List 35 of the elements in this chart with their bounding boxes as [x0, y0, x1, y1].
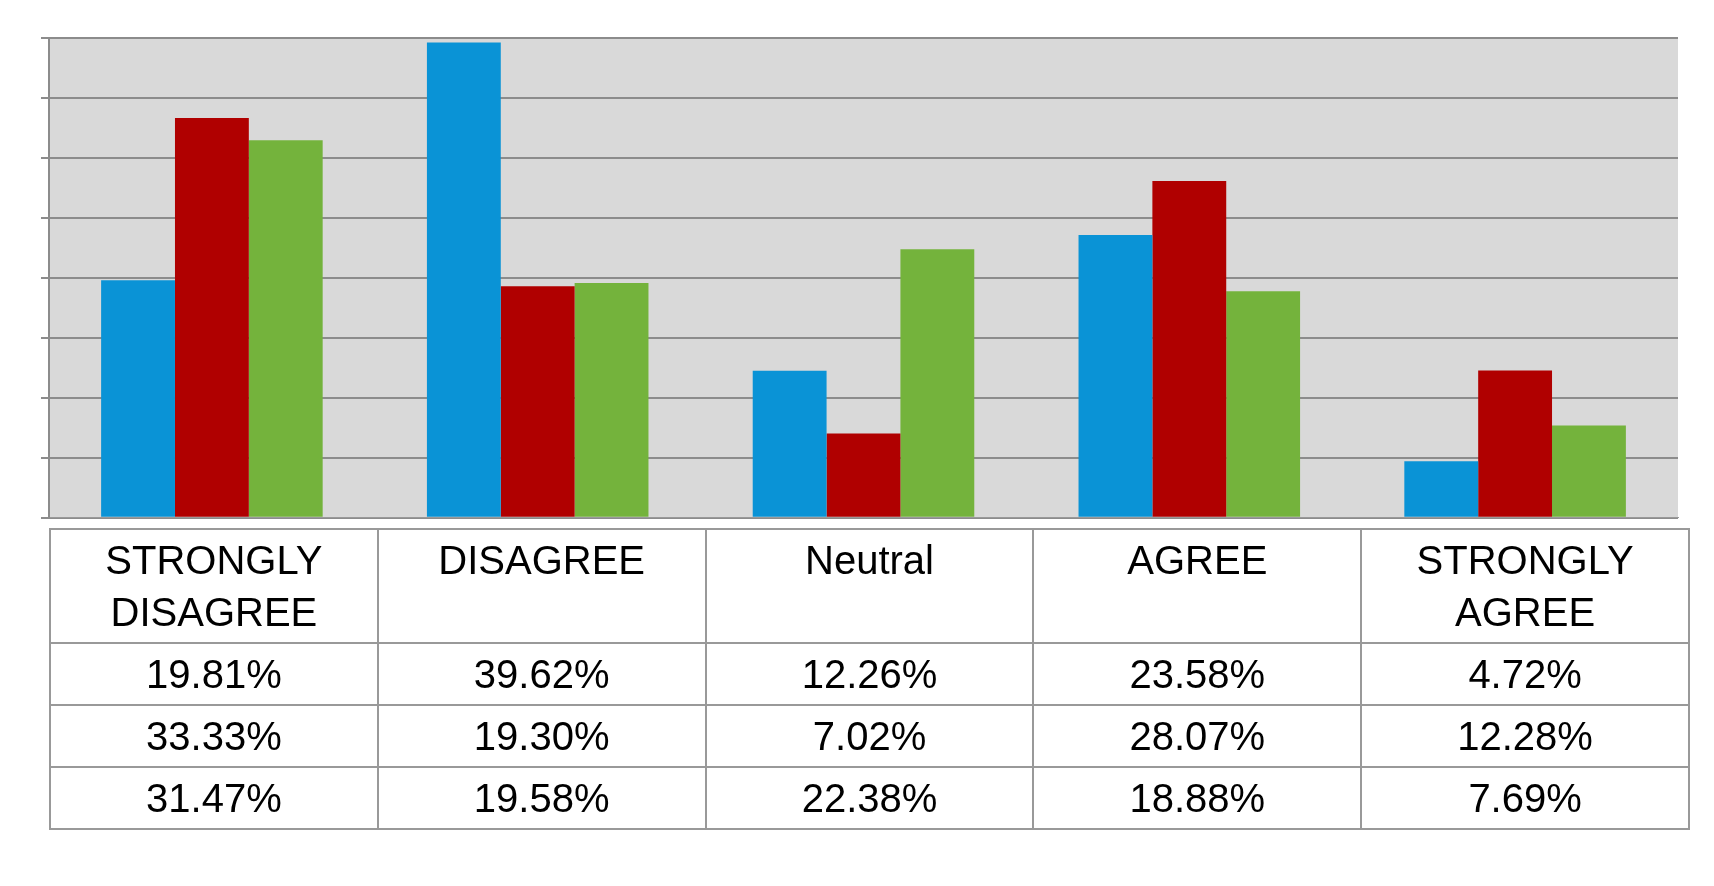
data-label: 18.88%	[1033, 767, 1362, 829]
data-label: 39.62%	[377, 643, 706, 705]
data-label: 22.38%	[705, 767, 1034, 829]
x-tick-label: STRONGLY DISAGREE	[50, 529, 378, 643]
bar	[101, 280, 175, 517]
bar	[426, 42, 501, 517]
data-label: 23.58%	[1033, 643, 1362, 705]
data-label: 31.47%	[50, 767, 378, 829]
bar	[174, 118, 249, 517]
data-label: 19.30%	[377, 705, 706, 767]
bar	[1078, 234, 1153, 517]
bar	[752, 370, 827, 517]
x-tick-label: DISAGREE	[377, 529, 706, 643]
data-label: 12.28%	[1361, 705, 1689, 767]
bar	[248, 140, 323, 517]
data-label: 28.07%	[1033, 705, 1362, 767]
data-label: 7.02%	[705, 705, 1034, 767]
bar	[574, 282, 649, 517]
bar	[1552, 425, 1626, 517]
bar	[1226, 291, 1301, 517]
data-label: 12.26%	[705, 643, 1034, 705]
bar	[1404, 461, 1479, 517]
bar	[1152, 181, 1227, 517]
x-tick-label: Neutral	[705, 529, 1034, 643]
bar	[826, 433, 901, 517]
data-label: 19.58%	[377, 767, 706, 829]
bar	[500, 286, 575, 517]
x-tick-label: AGREE	[1033, 529, 1362, 643]
data-label: 4.72%	[1361, 643, 1689, 705]
x-tick-label: STRONGLY AGREE	[1361, 529, 1689, 643]
bar	[900, 249, 975, 517]
bar	[1478, 370, 1553, 517]
data-label: 7.69%	[1361, 767, 1689, 829]
data-label: 33.33%	[50, 705, 378, 767]
data-label: 19.81%	[50, 643, 378, 705]
